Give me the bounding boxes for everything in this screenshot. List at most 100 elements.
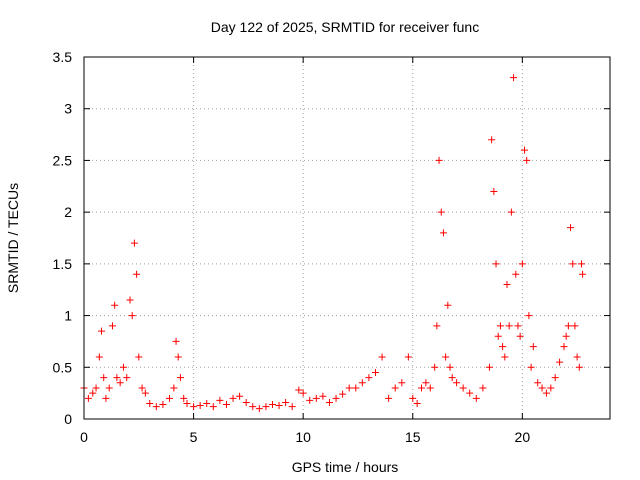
data-point [466,389,474,397]
data-point [510,74,518,82]
data-point [152,403,160,411]
data-point [275,402,283,410]
data-point [255,405,263,413]
data-point [262,403,270,411]
data-point [507,208,515,216]
data-point [92,384,100,392]
data-point [89,389,97,397]
data-point [108,322,116,330]
data-point [365,374,373,382]
y-tick-label: 0.5 [53,359,73,375]
y-tick-labels: 0 0.5 1 1.5 2 2.5 3 3.5 [53,49,73,427]
data-point [426,384,434,392]
data-point [113,374,121,382]
data-point [575,363,583,371]
data-point [398,379,406,387]
data-point [567,224,575,232]
data-point [442,353,450,361]
data-point [538,384,546,392]
data-point [521,146,529,154]
data-point [209,403,217,411]
y-tick-label: 2.5 [53,152,73,168]
data-point [529,343,537,351]
data-point [339,390,347,398]
data-point [358,379,366,387]
data-point [431,363,439,371]
data-point [299,389,307,397]
x-tick-label: 15 [405,429,421,445]
data-point [556,358,564,366]
data-point [146,399,154,407]
data-point [180,394,188,402]
data-point [176,374,184,382]
data-point [105,384,113,392]
data-point [459,384,467,392]
data-point [119,363,127,371]
data-point [229,394,237,402]
data-point [578,260,586,268]
data-point [123,374,131,382]
data-point [418,384,426,392]
data-point [268,401,276,409]
data-point [288,403,296,411]
data-point [242,398,250,406]
data-point [352,384,360,392]
data-point [385,394,393,402]
y-tick-label: 1.5 [53,256,73,272]
data-point [496,322,504,330]
y-tick-label: 1 [64,308,72,324]
data-point [203,399,211,407]
data-point [551,374,559,382]
data-point [453,379,461,387]
data-point [159,401,167,409]
data-point [138,384,146,392]
data-point [444,301,452,309]
data-point [571,322,579,330]
data-point [345,384,353,392]
data-point [527,363,535,371]
data-point [183,399,191,407]
data-point [433,322,441,330]
data-point [573,353,581,361]
data-point [319,392,327,400]
grid-lines [84,57,610,419]
data-point [448,374,456,382]
x-tick-label: 0 [80,429,88,445]
data-point [100,374,108,382]
data-point [523,156,531,164]
data-point [190,403,198,411]
data-point [216,396,224,404]
y-tick-label: 3 [64,101,72,117]
data-point [435,156,443,164]
data-point [446,363,454,371]
y-axis-label: SRMTID / TECUs [5,183,21,293]
data-point [196,402,204,410]
data-point [579,270,587,278]
axis-ticks [83,56,610,420]
data-point [116,379,124,387]
data-point [547,384,555,392]
y-tick-label: 0 [64,411,72,427]
chart-title: Day 122 of 2025, SRMTID for receiver fun… [211,19,479,35]
data-point [439,229,447,237]
data-point [222,401,230,409]
data-point [126,296,134,304]
data-point [128,312,136,320]
data-point [378,353,386,361]
x-tick-label: 20 [515,429,531,445]
data-point [111,301,119,309]
data-point [490,187,498,195]
x-tick-labels: 0 5 10 15 20 [80,429,530,445]
data-point [569,260,577,268]
data-point [391,384,399,392]
data-point [516,332,524,340]
data-point [172,337,180,345]
data-point [485,363,493,371]
data-point [494,332,502,340]
data-point [409,394,417,402]
data-point [562,332,570,340]
data-point [404,353,412,361]
data-point [492,260,500,268]
data-point [325,398,333,406]
data-point [170,384,178,392]
